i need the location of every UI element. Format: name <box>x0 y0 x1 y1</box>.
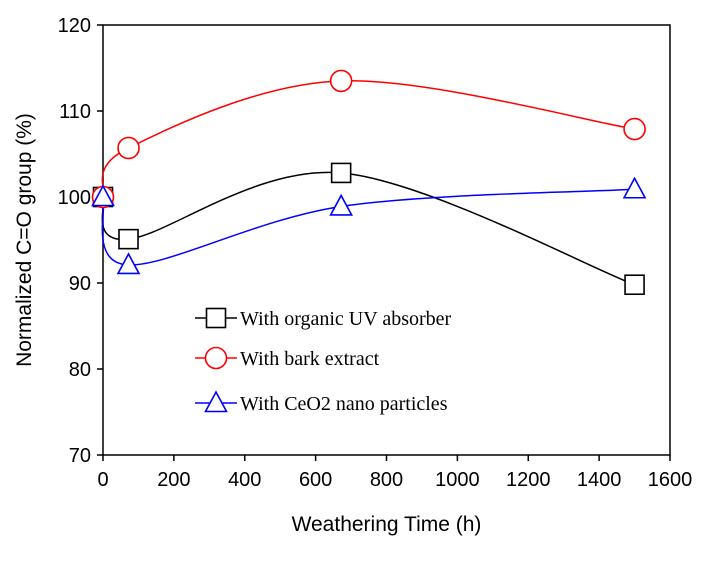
series-line-triangle <box>101 188 635 266</box>
legend-marker-circle <box>204 346 228 370</box>
y-tick-label: 90 <box>69 273 91 295</box>
x-tick-label: 200 <box>157 469 190 491</box>
y-tick-label: 100 <box>58 187 91 209</box>
series-lines <box>101 80 635 286</box>
x-tick-label: 800 <box>370 469 403 491</box>
legend-label: With CeO2 nano particles <box>240 393 448 415</box>
legend-marker-triangle <box>204 390 228 413</box>
x-tick-label: 1000 <box>435 469 480 491</box>
x-axis-title: Weathering Time (h) <box>292 513 482 536</box>
data-point-circle <box>117 136 140 160</box>
data-point-triangle <box>91 184 115 207</box>
legend-marker-square <box>205 307 227 329</box>
data-point-square <box>330 162 352 184</box>
y-axis-title: Normalized C=O group (%) <box>13 113 36 367</box>
x-tick-label: 400 <box>228 469 261 491</box>
x-tick-label: 1600 <box>648 469 693 491</box>
legend-label: With bark extract <box>240 348 380 370</box>
x-tick-label: 0 <box>97 469 108 491</box>
data-point-circle <box>329 69 353 93</box>
tick-labels: 0 200 400 600 800 1000 1200 1400 1600 70 80 90 100 11… <box>58 15 693 491</box>
y-tick-label: 70 <box>69 445 91 467</box>
x-tick-label: 1200 <box>506 469 551 491</box>
legend-label: With organic UV absorber <box>240 308 452 330</box>
data-point-circle <box>623 117 646 141</box>
y-tick-label: 120 <box>58 15 91 37</box>
data-point-square <box>624 274 645 296</box>
series-markers <box>91 69 647 296</box>
data-point-square <box>118 228 139 250</box>
y-tick-label: 110 <box>59 101 91 123</box>
y-tick-label: 80 <box>69 359 91 381</box>
series-line-circle <box>101 80 635 198</box>
data-point-triangle <box>622 176 647 199</box>
series-line-square <box>101 171 635 286</box>
plot-frame <box>102 24 671 456</box>
x-tick-label: 1400 <box>577 469 622 491</box>
data-point-triangle <box>329 193 353 216</box>
x-tick-label: 600 <box>299 469 332 491</box>
legend: With organic UV absorber With bark extrac… <box>195 307 452 415</box>
data-point-triangle <box>116 252 141 275</box>
